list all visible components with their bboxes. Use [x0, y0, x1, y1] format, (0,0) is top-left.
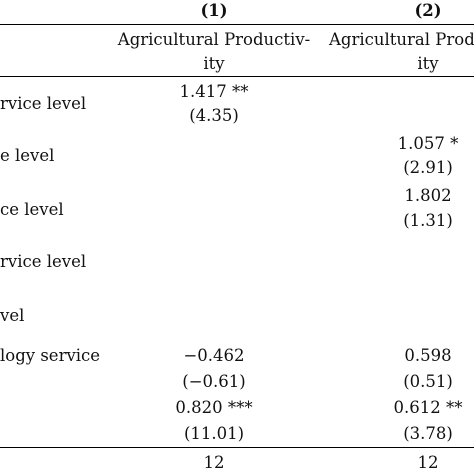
column-header-1-line1: Agricultural Productiv-	[117, 30, 311, 49]
row-label-4: rvice level	[0, 252, 87, 271]
row-label-5: vel	[0, 306, 25, 325]
column-header-2-line1: Agricultural Produc	[329, 30, 474, 49]
column-number-1: (1)	[200, 1, 228, 20]
row-label-1: rvice level	[0, 94, 87, 113]
cell-n-c2: 12	[417, 453, 439, 472]
column-number-2: (2)	[414, 1, 442, 20]
cell-r6-c2-coef: 0.598	[404, 346, 452, 365]
cell-r1-c1-t: (4.35)	[189, 106, 239, 125]
cell-r6-c1-coef: −0.462	[183, 346, 245, 365]
header-rule	[0, 24, 474, 25]
cell-n-c1: 12	[203, 453, 225, 472]
cell-r7-c2-coef: 0.612 **	[393, 398, 463, 417]
cell-r6-c2-t: (0.51)	[403, 372, 453, 391]
cell-r1-c1-coef: 1.417 **	[179, 82, 249, 101]
cell-r3-c2-t: (1.31)	[403, 211, 453, 230]
cell-r2-c2-t: (2.91)	[403, 158, 453, 177]
cell-r7-c1-t: (11.01)	[183, 424, 245, 443]
cell-r2-c2-coef: 1.057 *	[397, 134, 459, 153]
column-header-1-line2: ity	[203, 54, 225, 73]
row-label-2: e level	[0, 146, 55, 165]
cell-r7-c1-coef: 0.820 ***	[175, 398, 253, 417]
cell-r3-c2-coef: 1.802	[404, 186, 452, 205]
column-header-2-line2: ity	[417, 54, 439, 73]
cell-r7-c2-t: (3.78)	[403, 424, 453, 443]
subheader-rule	[0, 76, 474, 77]
row-label-3: ce level	[0, 200, 64, 219]
footer-rule	[0, 447, 474, 448]
cell-r6-c1-t: (−0.61)	[182, 372, 246, 391]
row-label-6: logy service	[0, 346, 101, 365]
